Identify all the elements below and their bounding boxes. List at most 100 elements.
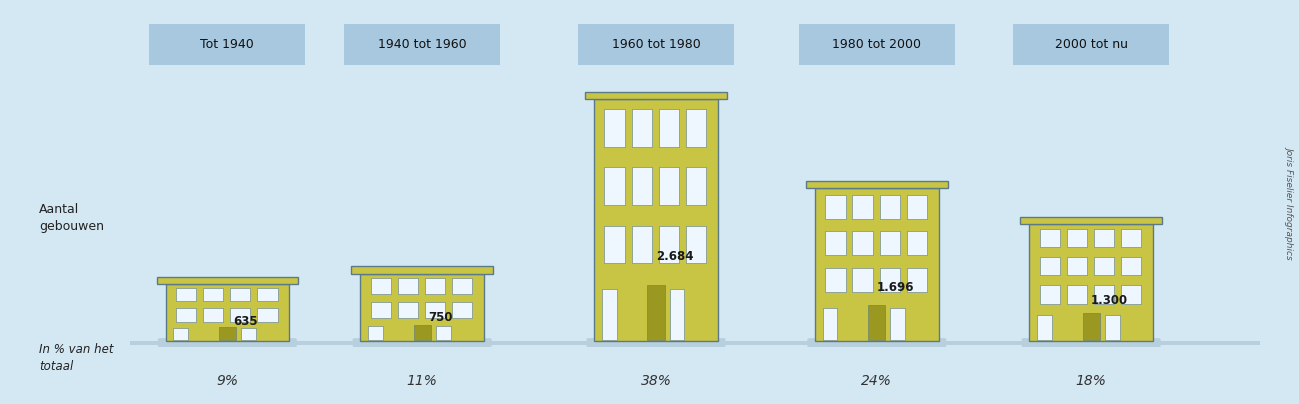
Bar bbox=[659, 167, 679, 205]
Bar bbox=[1021, 217, 1161, 224]
Bar bbox=[604, 225, 625, 263]
Bar bbox=[1121, 285, 1142, 303]
Text: 1940 tot 1960: 1940 tot 1960 bbox=[378, 38, 466, 51]
Bar bbox=[361, 274, 483, 341]
Bar bbox=[686, 167, 707, 205]
FancyBboxPatch shape bbox=[353, 338, 492, 347]
Bar bbox=[397, 302, 418, 318]
Bar bbox=[166, 284, 288, 341]
FancyBboxPatch shape bbox=[587, 338, 725, 347]
Bar bbox=[890, 307, 905, 340]
Bar bbox=[425, 278, 446, 294]
Bar bbox=[907, 231, 927, 255]
Bar bbox=[257, 308, 278, 322]
Bar bbox=[631, 167, 652, 205]
Bar bbox=[1039, 257, 1060, 276]
Bar bbox=[604, 109, 625, 147]
Bar bbox=[1039, 285, 1060, 303]
Bar bbox=[822, 307, 838, 340]
Bar bbox=[907, 195, 927, 219]
Bar bbox=[852, 268, 873, 292]
Text: 9%: 9% bbox=[217, 374, 238, 387]
Bar bbox=[1121, 257, 1142, 276]
Text: 24%: 24% bbox=[861, 374, 892, 387]
Text: 1.300: 1.300 bbox=[1091, 294, 1129, 307]
Text: 11%: 11% bbox=[407, 374, 438, 387]
Bar bbox=[1039, 229, 1060, 247]
Bar bbox=[594, 99, 717, 341]
Bar bbox=[413, 324, 431, 340]
Bar bbox=[879, 231, 900, 255]
Text: Aantal
gebouwen: Aantal gebouwen bbox=[39, 203, 104, 233]
Text: 2.684: 2.684 bbox=[656, 250, 694, 263]
Bar bbox=[452, 278, 473, 294]
Bar bbox=[852, 231, 873, 255]
Bar bbox=[344, 24, 500, 65]
Bar bbox=[631, 109, 652, 147]
Bar bbox=[368, 326, 383, 340]
Bar bbox=[1066, 285, 1087, 303]
Bar bbox=[175, 288, 196, 301]
Bar bbox=[585, 92, 727, 99]
Text: 2000 tot nu: 2000 tot nu bbox=[1055, 38, 1128, 51]
Bar bbox=[659, 109, 679, 147]
Bar bbox=[240, 328, 256, 340]
Bar bbox=[879, 195, 900, 219]
Bar bbox=[425, 302, 446, 318]
Bar bbox=[1094, 229, 1115, 247]
Bar bbox=[578, 24, 734, 65]
Text: Joris Fiselier Infographics: Joris Fiselier Infographics bbox=[1286, 145, 1294, 259]
Bar bbox=[1037, 315, 1052, 340]
Bar bbox=[669, 289, 685, 340]
Text: 1960 tot 1980: 1960 tot 1980 bbox=[612, 38, 700, 51]
Bar bbox=[1066, 257, 1087, 276]
Bar bbox=[149, 24, 305, 65]
Bar bbox=[1104, 315, 1120, 340]
Bar bbox=[659, 225, 679, 263]
Text: Tot 1940: Tot 1940 bbox=[200, 38, 255, 51]
Text: 38%: 38% bbox=[640, 374, 672, 387]
Bar bbox=[397, 278, 418, 294]
Bar bbox=[825, 268, 846, 292]
Text: In % van het
totaal: In % van het totaal bbox=[39, 343, 113, 372]
Bar bbox=[868, 305, 886, 340]
Bar bbox=[805, 181, 948, 188]
Bar bbox=[1066, 229, 1087, 247]
Bar bbox=[631, 225, 652, 263]
Bar bbox=[173, 328, 188, 340]
Text: 750: 750 bbox=[429, 311, 453, 324]
Bar bbox=[203, 308, 223, 322]
FancyBboxPatch shape bbox=[1021, 338, 1161, 347]
Bar bbox=[852, 195, 873, 219]
Bar bbox=[218, 327, 236, 340]
Bar bbox=[1094, 285, 1115, 303]
Bar bbox=[686, 225, 707, 263]
Bar bbox=[604, 167, 625, 205]
Bar bbox=[351, 266, 494, 274]
Bar bbox=[130, 341, 1260, 345]
Text: 18%: 18% bbox=[1076, 374, 1107, 387]
Bar bbox=[825, 231, 846, 255]
Bar bbox=[435, 326, 451, 340]
FancyBboxPatch shape bbox=[808, 338, 946, 347]
Bar bbox=[799, 24, 955, 65]
Bar bbox=[825, 195, 846, 219]
Bar bbox=[647, 286, 665, 340]
Bar bbox=[257, 288, 278, 301]
Text: 635: 635 bbox=[234, 315, 259, 328]
Bar bbox=[816, 188, 938, 341]
FancyBboxPatch shape bbox=[157, 338, 296, 347]
Bar bbox=[686, 109, 707, 147]
Bar bbox=[1094, 257, 1115, 276]
Bar bbox=[1121, 229, 1142, 247]
Bar bbox=[1013, 24, 1169, 65]
Bar bbox=[203, 288, 223, 301]
Bar bbox=[230, 288, 251, 301]
Bar bbox=[175, 308, 196, 322]
Text: 1980 tot 2000: 1980 tot 2000 bbox=[833, 38, 921, 51]
Bar bbox=[230, 308, 251, 322]
Bar bbox=[601, 289, 617, 340]
Bar bbox=[1082, 314, 1100, 340]
Bar bbox=[156, 277, 297, 284]
Bar bbox=[370, 302, 391, 318]
